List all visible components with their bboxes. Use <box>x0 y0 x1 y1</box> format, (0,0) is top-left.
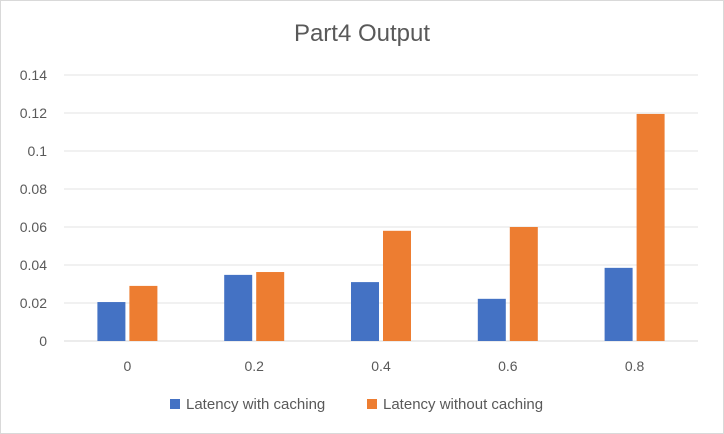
gridlines <box>64 74 698 342</box>
x-tick-label: 0.2 <box>244 358 264 374</box>
bars <box>97 113 665 341</box>
bar-with-caching <box>224 274 253 341</box>
bar-with-caching <box>351 282 379 341</box>
bar-with-caching <box>477 298 506 341</box>
y-tick-label: 0.1 <box>28 143 48 159</box>
y-tick-label: 0.12 <box>20 105 47 121</box>
bar-with-caching <box>97 302 126 341</box>
y-tick-label: 0 <box>39 333 47 349</box>
bar-without-caching <box>509 227 538 341</box>
legend: Latency with caching Latency without cac… <box>170 396 543 413</box>
bar-without-caching <box>383 230 411 341</box>
y-tick-label: 0.02 <box>20 295 47 311</box>
bar-with-caching <box>604 267 633 341</box>
legend-swatch-with-caching <box>170 399 180 409</box>
legend-swatch-without-caching <box>367 399 377 409</box>
y-tick-label: 0.08 <box>20 181 47 197</box>
x-axis-ticks: 0 0.2 0.4 0.6 0.8 <box>124 358 645 374</box>
y-tick-label: 0.06 <box>20 219 47 235</box>
legend-label-with-caching: Latency with caching <box>186 396 325 413</box>
bar-without-caching <box>636 113 665 341</box>
chart-title: Part4 Output <box>294 20 430 47</box>
x-tick-label: 0.8 <box>625 358 645 374</box>
legend-label-without-caching: Latency without caching <box>383 396 543 413</box>
y-tick-label: 0.14 <box>20 67 47 83</box>
y-tick-label: 0.04 <box>20 257 47 273</box>
x-tick-label: 0.4 <box>371 358 391 374</box>
x-tick-label: 0 <box>124 358 132 374</box>
bar-without-caching <box>129 285 158 341</box>
bar-without-caching <box>256 272 285 341</box>
x-tick-label: 0.6 <box>498 358 518 374</box>
y-axis-ticks: 0 0.02 0.04 0.06 0.08 0.1 0.12 0.14 <box>20 67 47 349</box>
